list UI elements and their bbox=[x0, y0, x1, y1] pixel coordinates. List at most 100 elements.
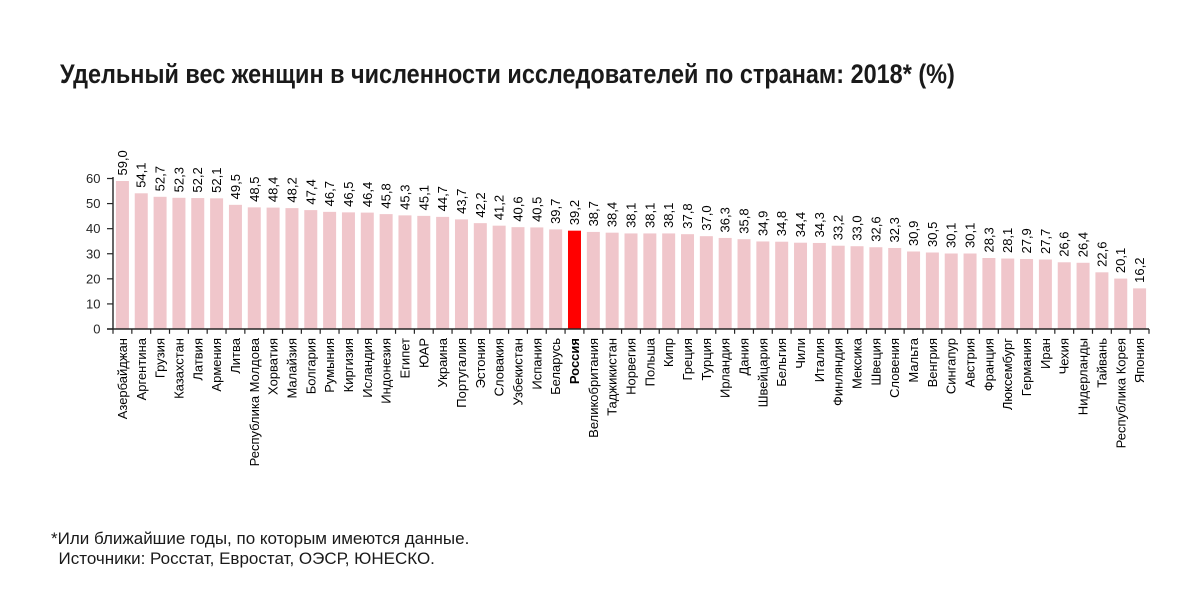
bar bbox=[134, 193, 148, 329]
bar-value-label: 48,2 bbox=[284, 177, 299, 202]
category-label: Казахстан bbox=[171, 338, 186, 399]
category-label: Словакия bbox=[492, 338, 507, 396]
bar-value-label: 34,9 bbox=[755, 211, 770, 236]
bar-value-label: 34,8 bbox=[774, 211, 789, 236]
category-label: Малайзия bbox=[284, 338, 299, 399]
category-label: Узбекистан bbox=[510, 338, 525, 406]
category-label: Киргизия bbox=[341, 338, 356, 392]
bar-value-label: 47,4 bbox=[303, 179, 318, 204]
bar bbox=[436, 216, 450, 329]
bar-value-label: 40,6 bbox=[510, 196, 525, 221]
category-label: Швеция bbox=[868, 338, 883, 386]
bar-value-label: 32,6 bbox=[868, 216, 883, 241]
category-label: Дания bbox=[737, 338, 752, 376]
category-label: Литва bbox=[228, 337, 243, 374]
bar-value-label: 37,0 bbox=[699, 205, 714, 230]
bar-value-label: 26,4 bbox=[1076, 232, 1091, 257]
category-label: Ирландия bbox=[718, 338, 733, 398]
y-tick-label: 50 bbox=[86, 196, 100, 211]
bar-value-label: 44,7 bbox=[435, 186, 450, 211]
bar bbox=[624, 233, 638, 329]
bar bbox=[210, 198, 224, 329]
category-label: Азербайджан bbox=[115, 338, 130, 419]
bar bbox=[172, 197, 186, 329]
bar-value-label: 48,4 bbox=[266, 177, 281, 202]
bar bbox=[963, 253, 977, 329]
bar bbox=[511, 227, 525, 329]
bar bbox=[1038, 259, 1052, 329]
bar-value-label: 36,3 bbox=[718, 207, 733, 232]
category-label: Украина bbox=[435, 337, 450, 387]
bar-value-label: 38,7 bbox=[586, 201, 601, 226]
category-label: Иран bbox=[1038, 338, 1053, 369]
category-label: Эстония bbox=[473, 338, 488, 388]
category-label: Австрия bbox=[963, 338, 978, 387]
footnote: *Или ближайшие годы, по которым имеются … bbox=[51, 529, 469, 570]
bar bbox=[586, 231, 600, 329]
bar bbox=[643, 233, 657, 329]
bar-value-label: 27,7 bbox=[1038, 229, 1053, 254]
bar-value-label: 45,3 bbox=[397, 185, 412, 210]
category-label: Мальта bbox=[906, 337, 921, 382]
bar bbox=[398, 215, 412, 329]
bar-value-label: 49,5 bbox=[228, 174, 243, 199]
bar-value-label: 43,7 bbox=[454, 189, 469, 214]
bar-value-label: 46,5 bbox=[341, 182, 356, 207]
category-label: Таджикистан bbox=[605, 338, 620, 416]
bar-value-label: 45,1 bbox=[416, 185, 431, 210]
bar-value-label: 35,8 bbox=[737, 208, 752, 233]
bar bbox=[473, 223, 487, 329]
bar-value-label: 28,1 bbox=[1000, 228, 1015, 253]
bar-value-label: 52,3 bbox=[171, 167, 186, 192]
bar bbox=[812, 242, 826, 329]
bar bbox=[549, 229, 563, 329]
bar-value-label: 52,2 bbox=[190, 167, 205, 192]
bar bbox=[888, 247, 902, 329]
bar bbox=[323, 211, 337, 329]
bar-value-label: 46,7 bbox=[322, 181, 337, 206]
bar bbox=[492, 225, 506, 329]
category-label: Латвия bbox=[190, 338, 205, 381]
bar bbox=[737, 239, 751, 329]
chart-title: Удельный вес женщин в численности исслед… bbox=[60, 59, 955, 89]
bar bbox=[360, 212, 374, 329]
bar-value-label: 59,0 bbox=[115, 150, 130, 175]
bar-value-label: 39,2 bbox=[567, 200, 582, 225]
category-label: Греция bbox=[680, 338, 695, 381]
bar-value-label: 52,7 bbox=[153, 166, 168, 191]
bar-value-label: 30,1 bbox=[963, 223, 978, 248]
category-label: Чехия bbox=[1057, 338, 1072, 374]
bar-value-label: 32,3 bbox=[887, 217, 902, 242]
bar bbox=[191, 198, 205, 329]
category-label-highlight: Россия bbox=[567, 338, 582, 384]
bar bbox=[925, 252, 939, 329]
category-label: Беларусь bbox=[548, 338, 563, 395]
bar-value-label: 22,6 bbox=[1094, 241, 1109, 266]
category-label: ЮАР bbox=[416, 338, 431, 368]
bar bbox=[681, 234, 695, 329]
bar-value-label: 26,6 bbox=[1057, 231, 1072, 256]
category-label: Испания bbox=[529, 338, 544, 390]
bar-value-label: 41,2 bbox=[492, 195, 507, 220]
category-label: Норвегия bbox=[624, 338, 639, 395]
bar bbox=[530, 227, 544, 329]
category-label: Словения bbox=[887, 338, 902, 398]
bar-value-label: 33,2 bbox=[831, 215, 846, 240]
category-label: Мексика bbox=[850, 337, 865, 389]
bar bbox=[1133, 288, 1147, 329]
category-label: Япония bbox=[1132, 338, 1147, 383]
footnote-sources: Источники: Росстат, Евростат, ОЭСР, ЮНЕС… bbox=[58, 549, 435, 568]
bar bbox=[605, 232, 619, 329]
category-label: Республика Корея bbox=[1113, 338, 1128, 448]
category-label: Сингапур bbox=[944, 338, 959, 394]
bar bbox=[285, 208, 299, 329]
bar-value-label: 40,5 bbox=[529, 197, 544, 222]
bar bbox=[831, 245, 845, 329]
bar-value-label: 20,1 bbox=[1113, 248, 1128, 273]
bar bbox=[794, 242, 808, 329]
bar bbox=[1076, 262, 1090, 329]
bar-value-label: 37,8 bbox=[680, 203, 695, 228]
category-label: Тайвань bbox=[1094, 338, 1109, 388]
category-label: Турция bbox=[699, 338, 714, 381]
